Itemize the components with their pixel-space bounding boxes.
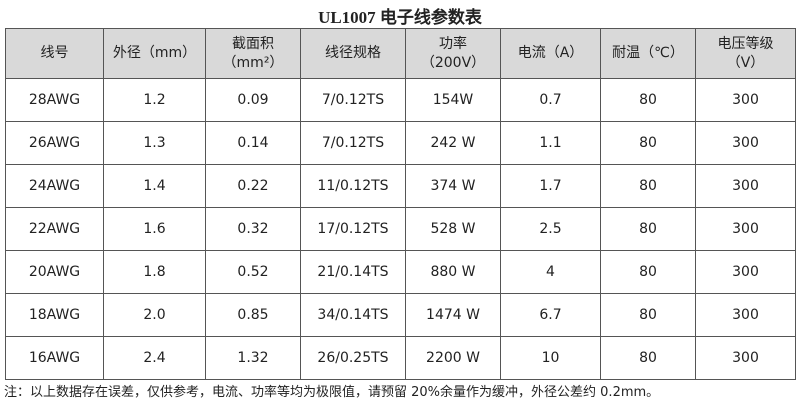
- header-line: 线径规格: [325, 45, 381, 61]
- table-cell: 154W: [405, 78, 501, 122]
- table-cell: 80: [600, 336, 696, 380]
- header-cell: 外径（mm）: [103, 28, 206, 79]
- table-cell: 2200 W: [405, 336, 501, 380]
- table-cell: 34/0.14TS: [300, 293, 406, 337]
- table-row: 20AWG 1.8 0.52 21/0.14TS 880 W 4 80 300: [5, 250, 796, 294]
- table-cell: 22AWG: [5, 207, 104, 251]
- table-cell: 0.09: [205, 78, 301, 122]
- table-cell: 1.4: [103, 164, 206, 208]
- header-cell: 电压等级 （V）: [695, 28, 796, 79]
- table-cell: 0.52: [205, 250, 301, 294]
- table-cell: 1.8: [103, 250, 206, 294]
- table-cell: 300: [695, 121, 796, 165]
- table-cell: 80: [600, 250, 696, 294]
- table-cell: 300: [695, 78, 796, 122]
- table-cell: 80: [600, 78, 696, 122]
- table-cell: 18AWG: [5, 293, 104, 337]
- header-line: 电流（A）: [517, 45, 584, 61]
- table-row: 18AWG 2.0 0.85 34/0.14TS 1474 W 6.7 80 300: [5, 293, 796, 337]
- table-cell: 21/0.14TS: [300, 250, 406, 294]
- table-cell: 7/0.12TS: [300, 121, 406, 165]
- table-cell: 300: [695, 250, 796, 294]
- table-row: 22AWG 1.6 0.32 17/0.12TS 528 W 2.5 80 300: [5, 207, 796, 251]
- table-cell: 26AWG: [5, 121, 104, 165]
- header-line: （200V）: [420, 54, 486, 71]
- table-cell: 0.32: [205, 207, 301, 251]
- table-cell: 16AWG: [5, 336, 104, 380]
- table-cell: 0.7: [500, 78, 601, 122]
- table-row: 28AWG 1.2 0.09 7/0.12TS 154W 0.7 80 300: [5, 78, 796, 122]
- table-cell: 20AWG: [5, 250, 104, 294]
- table-cell: 1.3: [103, 121, 206, 165]
- table-cell: 80: [600, 293, 696, 337]
- table-cell: 2.5: [500, 207, 601, 251]
- header-line: （mm²）: [222, 54, 284, 71]
- table-cell: 80: [600, 207, 696, 251]
- table-cell: 1.1: [500, 121, 601, 165]
- table-cell: 0.85: [205, 293, 301, 337]
- header-cell: 耐温（℃）: [600, 28, 696, 79]
- table-cell: 300: [695, 164, 796, 208]
- header-cell: 截面积 （mm²）: [205, 28, 301, 79]
- table-cell: 2.0: [103, 293, 206, 337]
- table-cell: 80: [600, 164, 696, 208]
- table-cell: 300: [695, 336, 796, 380]
- table-cell: 4: [500, 250, 601, 294]
- header-cell: 功率 （200V）: [405, 28, 501, 79]
- table-cell: 300: [695, 207, 796, 251]
- table-cell: 6.7: [500, 293, 601, 337]
- table-cell: 300: [695, 293, 796, 337]
- table-cell: 1474 W: [405, 293, 501, 337]
- table-cell: 80: [600, 121, 696, 165]
- table-body: 28AWG 1.2 0.09 7/0.12TS 154W 0.7 80 300 26AWG 1.3…: [5, 78, 796, 380]
- table-cell: 24AWG: [5, 164, 104, 208]
- parameter-table: 线号 外径（mm） 截面积 （mm²） 线径规格 功率 （200V） 电流（A） 耐温（℃） 电压…: [5, 28, 796, 380]
- table-cell: 26/0.25TS: [300, 336, 406, 380]
- header-line: 线号: [40, 45, 69, 61]
- table-cell: 0.14: [205, 121, 301, 165]
- table-cell: 28AWG: [5, 78, 104, 122]
- table-cell: 1.7: [500, 164, 601, 208]
- header-cell: 线号: [5, 28, 104, 79]
- table-row: 24AWG 1.4 0.22 11/0.12TS 374 W 1.7 80 300: [5, 164, 796, 208]
- table-cell: 2.4: [103, 336, 206, 380]
- table-cell: 1.32: [205, 336, 301, 380]
- header-row: 线号 外径（mm） 截面积 （mm²） 线径规格 功率 （200V） 电流（A） 耐温（℃） 电压…: [5, 28, 796, 79]
- table-cell: 374 W: [405, 164, 501, 208]
- table-row: 16AWG 2.4 1.32 26/0.25TS 2200 W 10 80 300: [5, 336, 796, 380]
- table-cell: 0.22: [205, 164, 301, 208]
- table-cell: 17/0.12TS: [300, 207, 406, 251]
- footnote: 注：以上数据存在误差，仅供参考，电流、功率等均为极限值，请预留 20%余量作为缓…: [4, 385, 660, 400]
- table-cell: 1.2: [103, 78, 206, 122]
- table-cell: 10: [500, 336, 601, 380]
- table-cell: 7/0.12TS: [300, 78, 406, 122]
- table-cell: 880 W: [405, 250, 501, 294]
- table-cell: 242 W: [405, 121, 501, 165]
- table-title: UL1007 电子线参数表: [318, 8, 482, 27]
- table-row: 26AWG 1.3 0.14 7/0.12TS 242 W 1.1 80 300: [5, 121, 796, 165]
- header-cell: 线径规格: [300, 28, 406, 79]
- header-line: （V）: [726, 54, 765, 71]
- table-cell: 11/0.12TS: [300, 164, 406, 208]
- header-cell: 电流（A）: [500, 28, 601, 79]
- table-cell: 1.6: [103, 207, 206, 251]
- header-line: 耐温（℃）: [612, 45, 684, 61]
- table-cell: 528 W: [405, 207, 501, 251]
- header-line: 截面积: [232, 35, 274, 52]
- header-line: 电压等级: [717, 35, 774, 52]
- header-line: 功率: [439, 35, 467, 52]
- header-line: 外径（mm）: [112, 45, 197, 61]
